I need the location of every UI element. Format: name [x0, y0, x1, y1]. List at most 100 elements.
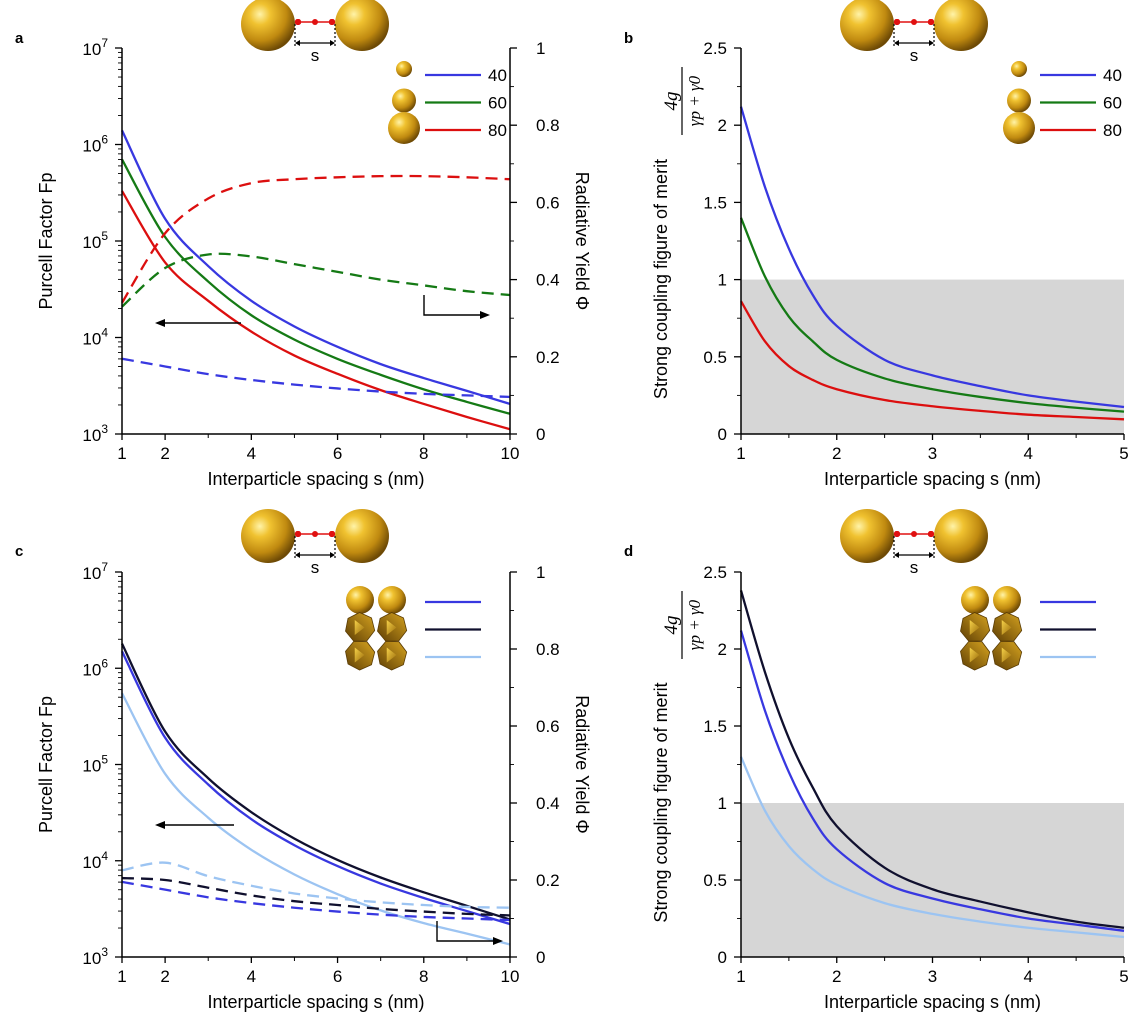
arrowhead-icon: [155, 319, 165, 327]
yield-series-80: [121, 174, 511, 304]
series-d40: [120, 650, 511, 926]
y-right-tick-label: 1: [536, 563, 545, 582]
yield-series-facet2: [121, 861, 511, 909]
facet-highlight-icon: [354, 620, 365, 635]
arrowhead-icon: [480, 311, 490, 319]
right-axis-arrow-icon: [423, 295, 482, 316]
x-tick-label: 5: [1119, 444, 1128, 463]
y-right-tick-label: 0.2: [536, 348, 560, 367]
y-tick-label: 105: [82, 229, 108, 252]
x-tick-label: 4: [247, 967, 256, 986]
series-facet1: [120, 643, 511, 921]
series-80: [121, 190, 511, 431]
x-tick-label: 6: [333, 967, 342, 986]
merit-fraction-denominator: γp + γ0: [685, 75, 704, 126]
x-tick-label: 8: [419, 444, 428, 463]
strong-coupling-shaded-region: [741, 803, 1124, 957]
yield-series-d40: [121, 880, 511, 922]
panel-label: b: [624, 30, 633, 47]
y-axis-label: Strong coupling figure of merit: [651, 159, 671, 399]
facet-highlight-icon: [969, 647, 980, 663]
x-tick-label: 5: [1119, 967, 1128, 986]
y-right-tick-label: 0.6: [536, 717, 560, 736]
series-80: [740, 300, 1125, 421]
y-right-tick-label: 0: [536, 948, 545, 967]
gold-sphere-icon: [840, 509, 894, 563]
panel-label: d: [624, 543, 633, 560]
y-axis-label: Purcell Factor Fp: [36, 172, 56, 309]
size-sphere-icon: [1011, 61, 1027, 77]
merit-fraction-numerator: 4g: [661, 616, 682, 635]
legend-label: 80: [488, 121, 507, 140]
y-right-tick-label: 0.2: [536, 871, 560, 890]
y-right-tick-label: 0: [536, 425, 545, 444]
sphere-particle-icon: [993, 586, 1021, 614]
y-tick-label: 107: [82, 560, 108, 583]
gold-sphere-icon: [241, 509, 295, 563]
arrowhead-icon: [330, 40, 335, 46]
y-tick-label: 1: [718, 794, 727, 813]
x-tick-label: 8: [419, 967, 428, 986]
series-facet1: [739, 590, 1125, 929]
x-tick-label: 4: [247, 444, 256, 463]
legend-label: 40: [488, 66, 507, 85]
y-right-tick-label: 0.4: [536, 271, 560, 290]
arrowhead-icon: [493, 937, 503, 945]
merit-fraction-numerator: 4g: [661, 92, 682, 111]
arrowhead-icon: [929, 552, 934, 558]
x-axis-label: Interparticle spacing s (nm): [824, 992, 1041, 1012]
series-60: [739, 217, 1125, 413]
x-tick-label: 1: [117, 444, 126, 463]
right-axis-arrow-icon: [436, 921, 495, 942]
y-tick-label: 1.5: [703, 193, 727, 212]
y-tick-label: 105: [82, 753, 108, 776]
x-tick-label: 1: [736, 444, 745, 463]
y-tick-label: 103: [82, 945, 108, 968]
y-tick-label: 2.5: [703, 563, 727, 582]
y-right-tick-label: 0.8: [536, 640, 560, 659]
y-axis-label: Purcell Factor Fp: [36, 696, 56, 833]
x-tick-label: 2: [832, 444, 841, 463]
sphere-particle-icon: [961, 586, 989, 614]
emitter-dot-icon: [312, 19, 318, 25]
panel-label: a: [15, 30, 24, 47]
y-tick-label: 2.5: [703, 39, 727, 58]
x-tick-label: 2: [160, 444, 169, 463]
y-tick-label: 104: [82, 326, 108, 349]
legend-label: 80: [1103, 121, 1122, 140]
y-tick-label: 106: [82, 133, 108, 156]
merit-fraction-denominator: γp + γ0: [685, 599, 704, 650]
yield-series-facet1: [121, 876, 511, 917]
yield-series-40: [121, 357, 511, 399]
gold-sphere-icon: [241, 0, 295, 51]
emitter-dot-icon: [911, 19, 917, 25]
x-tick-label: 2: [160, 967, 169, 986]
series-d40: [739, 630, 1125, 932]
legend-label: 60: [1103, 94, 1122, 113]
sphere-particle-icon: [346, 586, 374, 614]
y-right-tick-label: 0.8: [536, 116, 560, 135]
x-tick-label: 10: [501, 444, 520, 463]
y-right-axis-label: Radiative Yield Φ: [572, 172, 592, 310]
x-axis-label: Interparticle spacing s (nm): [207, 992, 424, 1012]
x-tick-label: 4: [1024, 444, 1033, 463]
gap-label: s: [311, 46, 320, 65]
size-sphere-icon: [1007, 88, 1031, 113]
size-sphere-icon: [396, 61, 412, 77]
arrowhead-icon: [295, 40, 300, 46]
y-tick-label: 103: [82, 422, 108, 445]
emitter-dot-icon: [312, 531, 318, 537]
facet-highlight-icon: [354, 647, 365, 663]
panel-label: c: [15, 543, 23, 560]
arrowhead-icon: [929, 40, 934, 46]
x-tick-label: 6: [333, 444, 342, 463]
arrowhead-icon: [295, 552, 300, 558]
emitter-dot-icon: [911, 531, 917, 537]
gap-label: s: [910, 46, 919, 65]
facet-highlight-icon: [969, 620, 980, 635]
strong-coupling-shaded-region: [741, 279, 1124, 434]
facet-highlight-icon: [1001, 620, 1012, 635]
facet-highlight-icon: [386, 647, 397, 663]
y-tick-label: 0.5: [703, 871, 727, 890]
